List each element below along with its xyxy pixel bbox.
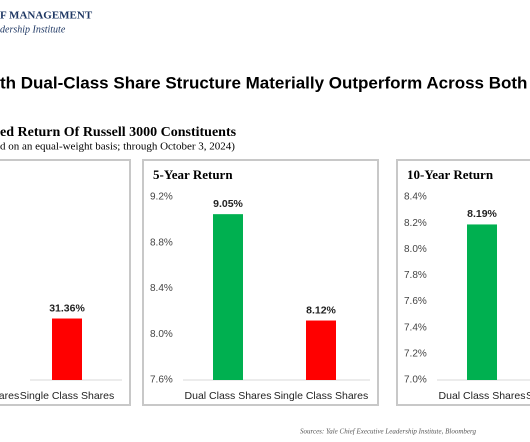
y-tick-label: 9.2% [150,192,173,203]
x-tick-label: Dual Class Shares [439,390,526,402]
subtitle: ed Return Of Russell 3000 Constituents [0,125,237,140]
source: Sources: Yale Chief Executive Leadership… [300,428,476,436]
y-tick-label: 8.0% [150,329,173,340]
panel [396,159,530,406]
panel-title: 5-Year Return [153,167,233,182]
panel-title: 10-Year Return [407,167,494,182]
panel [142,159,379,406]
x-tick-label: S [526,390,530,402]
x-tick-label: Dual Class Shares [185,390,272,402]
bar [52,318,82,380]
y-tick-label: 7.8% [404,270,427,281]
bar [213,214,243,380]
y-tick-label: 8.0% [404,244,427,255]
value-label: 9.05% [213,198,243,210]
value-label: 8.12% [306,304,336,316]
slide-title: th Dual-Class Share Structure Materially… [0,73,530,92]
y-tick-label: 8.8% [150,237,173,248]
x-tick-label: ares [0,390,19,402]
y-tick-label: 7.0% [404,375,427,386]
x-tick-label: Single Class Shares [274,390,369,402]
org-unit: dership Institute [0,24,66,35]
y-tick-label: 8.4% [150,283,173,294]
y-tick-label: 7.6% [404,296,427,307]
org-name: F MANAGEMENT [0,10,93,22]
x-tick-label: Single Class Shares [20,390,115,402]
bar [306,320,336,380]
bar [467,224,497,380]
value-label: 31.36% [49,302,85,314]
y-tick-label: 7.6% [150,375,173,386]
y-tick-label: 8.2% [404,218,427,229]
y-tick-label: 7.2% [404,348,427,359]
value-label: 8.19% [467,208,497,220]
y-tick-label: 7.4% [404,322,427,333]
note: d on an equal-weight basis; through Octo… [0,141,235,153]
y-tick-label: 8.4% [404,192,427,203]
